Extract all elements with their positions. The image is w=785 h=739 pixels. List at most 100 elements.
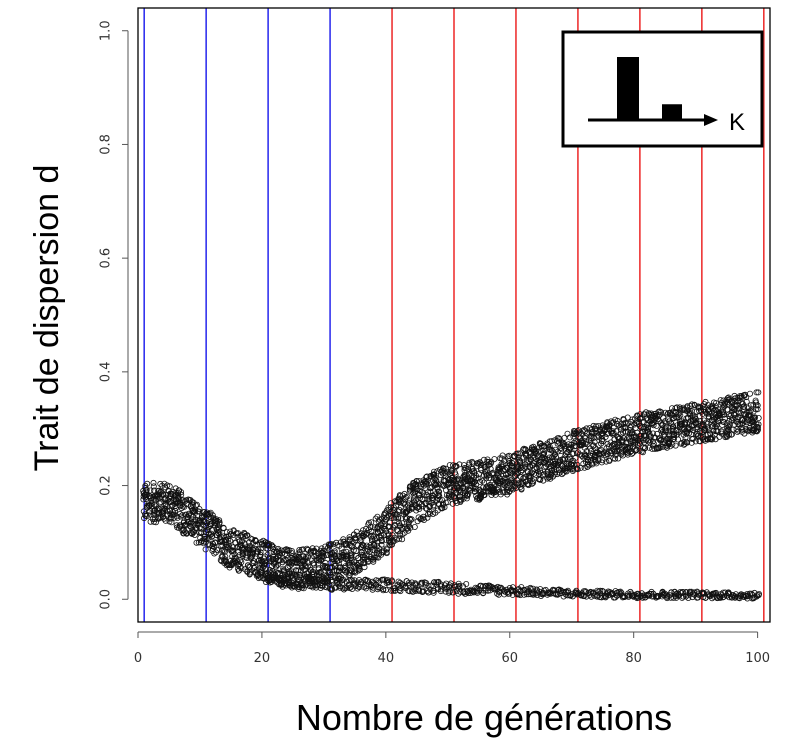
data-point [407,524,414,531]
y-tick-label: 0.6 [99,248,114,269]
data-point [471,469,478,476]
data-point [719,421,726,428]
data-point [395,515,402,522]
data-point [626,443,633,450]
data-point [261,561,268,568]
data-point [429,494,436,501]
data-point [193,539,200,546]
data-point [409,582,416,589]
data-point [694,426,701,433]
data-point [387,542,394,549]
data-point [415,500,422,507]
data-point [395,514,402,521]
data-point [156,500,163,507]
data-point [361,554,368,561]
data-point [500,461,507,468]
data-point [460,479,467,486]
data-point [382,587,389,594]
data-point [397,532,404,539]
data-point [654,430,661,437]
data-point [147,501,154,508]
data-point [425,582,432,589]
data-point [346,534,353,541]
data-point [741,392,748,399]
data-point [339,580,346,587]
data-point [218,548,225,555]
data-point [520,474,527,481]
data-point [396,519,403,526]
data-point [672,442,679,449]
y-tick-label: 0.8 [99,134,114,155]
data-point [753,399,760,406]
data-point [480,492,487,499]
data-point [264,551,271,558]
data-point [320,547,327,554]
data-point [620,423,627,430]
data-point [682,420,689,427]
data-point [755,414,762,421]
data-point [734,428,741,435]
data-point [390,538,397,545]
data-point [273,579,280,586]
data-point [216,528,223,535]
data-point [527,584,534,591]
data-point [484,466,491,473]
data-point [338,554,345,561]
data-point [692,438,699,445]
data-point [753,389,760,396]
data-point [446,462,453,469]
data-point [436,496,443,503]
data-point [692,413,699,420]
data-point [489,469,496,476]
data-point [612,455,619,462]
data-point [516,450,523,457]
data-point [245,545,252,552]
data-point [747,407,754,414]
x-tick-label: 60 [501,651,518,666]
data-point [140,508,147,515]
data-point [518,485,525,492]
data-point [726,417,733,424]
data-point [456,583,463,590]
data-point [423,478,430,485]
data-point [363,547,370,554]
data-point [685,595,692,602]
data-point [350,547,357,554]
data-point [406,515,413,522]
data-point [342,540,349,547]
data-point [196,529,203,536]
data-point [564,430,571,437]
data-point [215,527,222,534]
data-point [335,564,342,571]
data-point [641,445,648,452]
data-point [592,457,599,464]
data-point [585,437,592,444]
data-point [388,577,395,584]
data-point [627,588,634,595]
data-point [487,481,494,488]
data-point [241,566,248,573]
data-point [537,476,544,483]
data-point [610,594,617,601]
data-point [508,485,515,492]
data-point [626,592,633,599]
data-point [202,518,209,525]
data-point [361,564,368,571]
plot-frame [137,7,771,623]
data-point [577,435,584,442]
data-point [568,461,575,468]
data-point [150,479,157,486]
data-point [158,508,165,515]
data-point [257,549,264,556]
data-point [446,584,453,591]
data-point [178,489,185,496]
data-point [451,477,458,484]
data-point [279,571,286,578]
data-point [383,550,390,557]
data-point [545,474,552,481]
data-point [380,587,387,594]
y-axis-title: Trait de dispersion d [28,165,66,472]
data-point [673,404,680,411]
data-point [393,527,400,534]
data-point [680,404,687,411]
